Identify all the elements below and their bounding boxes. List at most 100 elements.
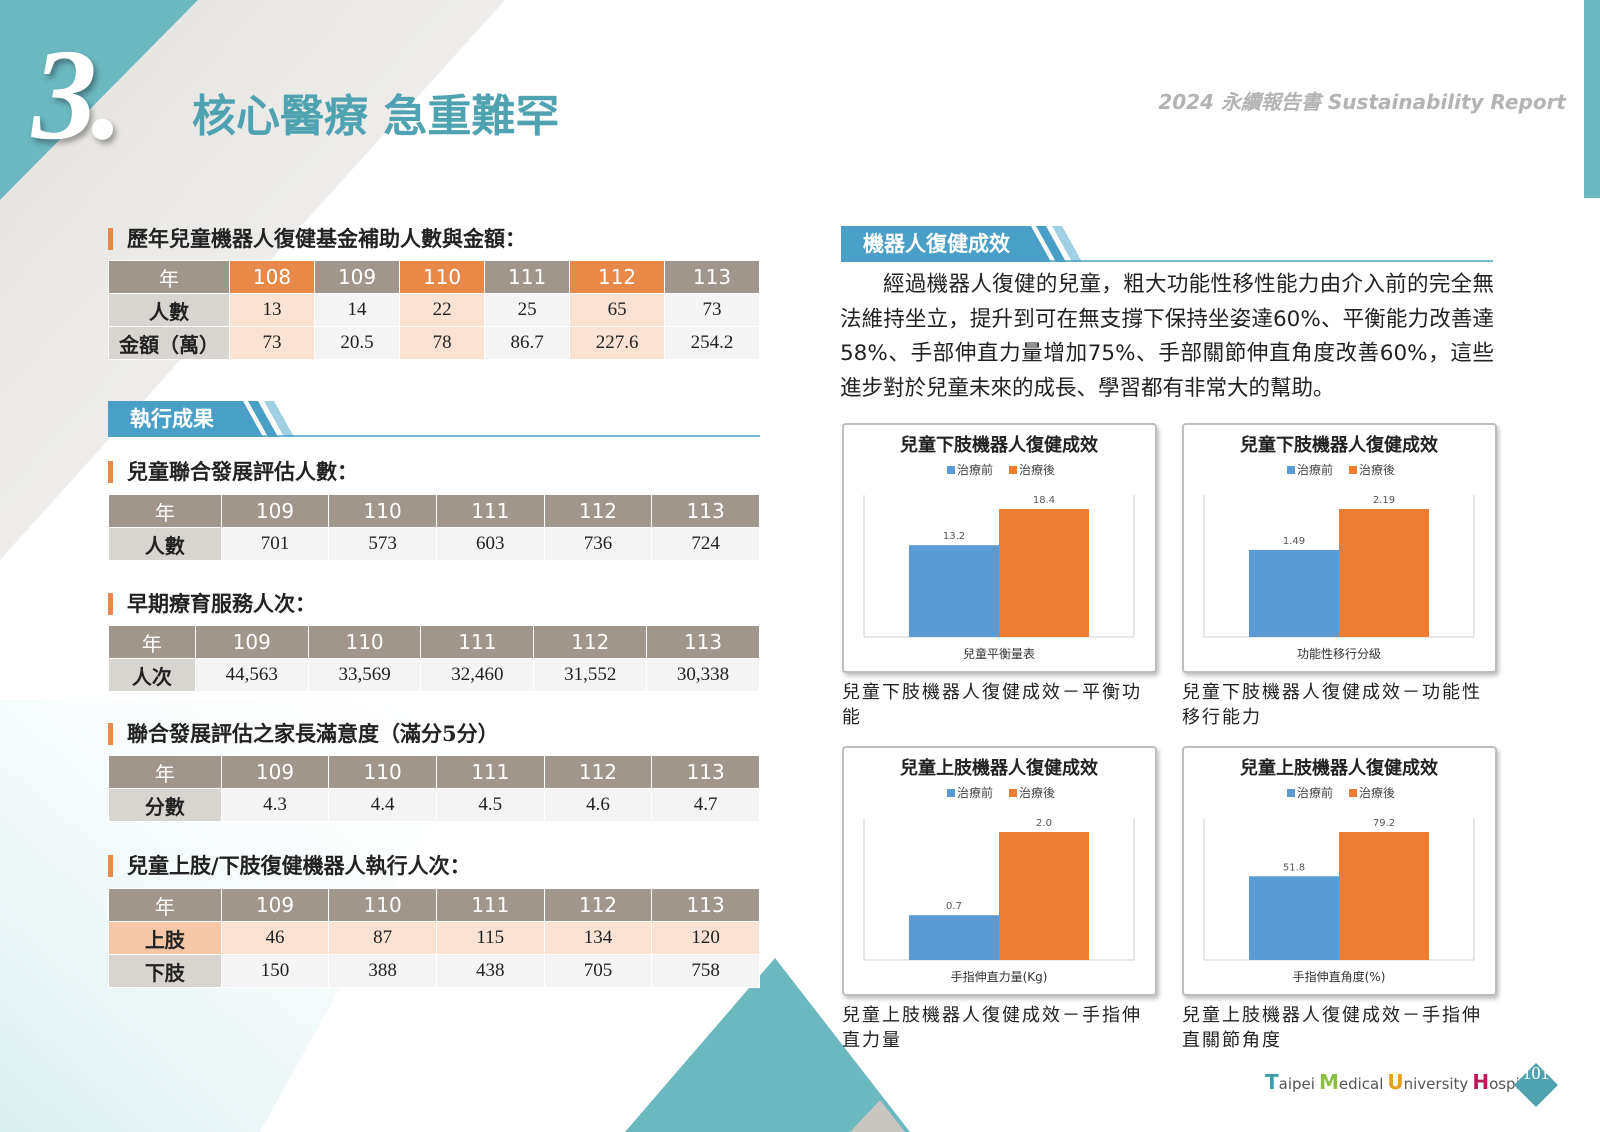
- chart-title: 兒童上肢機器人復健成效: [1240, 757, 1439, 779]
- header-cell: 113: [646, 625, 760, 659]
- header-cell: 111: [435, 494, 545, 528]
- chart: 兒童下肢機器人復健成效 功能性移行分級 1.49 治療前 2.19 治療後: [1182, 423, 1497, 673]
- table-heading: 兒童上肢/下肢復健機器人執行人次：: [108, 855, 471, 877]
- x-axis-label: 手指伸直力量(Kg): [951, 969, 1048, 984]
- value-label: 1.49: [1283, 536, 1305, 547]
- legend-swatch: [1349, 789, 1357, 797]
- header-cell: 112: [543, 755, 653, 789]
- value-label: 18.4: [1033, 495, 1055, 506]
- header-cell: 113: [651, 755, 760, 789]
- chart-title: 兒童上肢機器人復健成效: [900, 757, 1099, 779]
- row-label: 人數: [108, 293, 230, 327]
- data-table: 年 109 110 111 112 113 分數 4.3 4.4 4.5 4.6 4.7: [108, 755, 760, 822]
- value-label: 2.19: [1373, 495, 1395, 506]
- header-cell: 年: [108, 755, 222, 789]
- header-row: 年 109 110 111 112 113: [108, 888, 760, 922]
- legend-label: 治療後: [1019, 463, 1055, 477]
- data-row: 分數 4.3 4.4 4.5 4.6 4.7: [108, 788, 760, 822]
- chart: 兒童上肢機器人復健成效 手指伸直角度(%) 51.8 治療前 79.2 治療後: [1182, 746, 1497, 996]
- cell: 73: [228, 326, 316, 360]
- paragraph: 經過機器人復健的兒童，粗大功能性移性能力由介入前的完全無法維持坐立，提升到可在無…: [840, 272, 1494, 401]
- cell: 32,460: [420, 658, 535, 692]
- header-cell: 110: [328, 494, 437, 528]
- data-row: 人數 13 14 22 25 65 73: [108, 293, 760, 327]
- row-label: 上肢: [108, 921, 222, 955]
- legend-label: 治療後: [1359, 463, 1395, 477]
- data-row: 人數 701 573 603 736 724: [108, 527, 760, 561]
- chart-title: 兒童下肢機器人復健成效: [900, 434, 1099, 456]
- cell: 22: [399, 293, 486, 327]
- chart: 兒童上肢機器人復健成效 手指伸直力量(Kg) 0.7 治療前 2.0 治療後: [842, 746, 1157, 996]
- legend-label: 治療後: [1019, 786, 1055, 800]
- chapter-number: 3.: [32, 23, 123, 167]
- logo-word: Medical: [1318, 1070, 1384, 1094]
- cell: 87: [328, 921, 437, 955]
- x-axis-label: 兒童平衡量表: [963, 646, 1035, 661]
- bar: [1339, 509, 1429, 637]
- tag-shape: [108, 401, 760, 437]
- header-cell: 112: [543, 888, 653, 922]
- cell: 30,338: [646, 658, 760, 692]
- header-cell: 111: [420, 625, 535, 659]
- legend-label: 治療前: [1297, 785, 1333, 800]
- data-row: 上肢 46 87 115 134 120: [108, 921, 760, 955]
- table-heading: 兒童聯合發展評估人數：: [108, 461, 358, 483]
- value-label: 13.2: [943, 531, 965, 542]
- legend-swatch: [1287, 789, 1295, 797]
- header-cell: 113: [651, 494, 760, 528]
- cell: 438: [435, 954, 545, 988]
- tag-text: 機器人復健成效: [863, 232, 1010, 256]
- header-cell: 110: [399, 260, 486, 294]
- logo: Taipei Medical University Hospital: [1265, 1070, 1543, 1094]
- row-label: 分數: [108, 788, 222, 822]
- header-cell: 112: [543, 494, 653, 528]
- header-cell: 113: [664, 260, 760, 294]
- cell: 227.6: [569, 326, 666, 360]
- bar: [1249, 549, 1339, 637]
- cell: 736: [543, 527, 653, 561]
- badge-shape: [1514, 1063, 1558, 1107]
- bar: [909, 915, 999, 960]
- legend-label: 治療後: [1359, 786, 1395, 800]
- report-title: 2024 永續報告書 Sustainability Report: [1158, 90, 1566, 114]
- header-cell: 111: [435, 755, 545, 789]
- data-row: 人次 44,563 33,569 32,460 31,552 30,338: [108, 658, 760, 692]
- cell: 4.4: [328, 788, 437, 822]
- legend-swatch: [947, 466, 955, 474]
- legend-label: 治療前: [1297, 462, 1333, 477]
- cell: 25: [484, 293, 571, 327]
- section-tag: 機器人復健成效: [841, 226, 1493, 262]
- cell: 78: [399, 326, 486, 360]
- cell: 86.7: [484, 326, 571, 360]
- cell: 150: [220, 954, 330, 988]
- data-row: 下肢 150 388 438 705 758: [108, 954, 760, 988]
- cell: 254.2: [664, 326, 760, 360]
- bar: [909, 545, 999, 637]
- row-label: 人數: [108, 527, 222, 561]
- cell: 73: [664, 293, 760, 327]
- header-cell: 109: [314, 260, 401, 294]
- chart-caption: 兒童上肢機器人復健成效－手指伸直力量: [842, 1005, 1142, 1051]
- tag-shape: [841, 226, 1493, 262]
- bar: [1249, 876, 1339, 960]
- cell: 120: [651, 921, 760, 955]
- cell: 758: [651, 954, 760, 988]
- legend-swatch: [1009, 466, 1017, 474]
- header-row: 年 109 110 111 112 113: [108, 755, 760, 789]
- header-cell: 年: [108, 625, 196, 659]
- header-row: 年 109 110 111 112 113: [108, 494, 760, 528]
- chart-caption: 兒童上肢機器人復健成效－手指伸直關節角度: [1182, 1005, 1482, 1051]
- table-heading: 早期療育服務人次：: [108, 593, 316, 615]
- page-number-badge: 101: [1514, 1063, 1558, 1107]
- cell: 4.3: [220, 788, 330, 822]
- header-row: 年 108 109 110 111 112 113: [108, 260, 760, 294]
- page-number: 101: [1522, 1063, 1550, 1083]
- legend-label: 治療前: [957, 785, 993, 800]
- value-label: 79.2: [1373, 818, 1395, 829]
- cell: 115: [435, 921, 545, 955]
- cell: 724: [651, 527, 760, 561]
- tag-text: 執行成果: [130, 407, 214, 431]
- data-table: 年 108 109 110 111 112 113 人數 13 14 22 25 65 73 金額（萬） 73…: [108, 260, 760, 360]
